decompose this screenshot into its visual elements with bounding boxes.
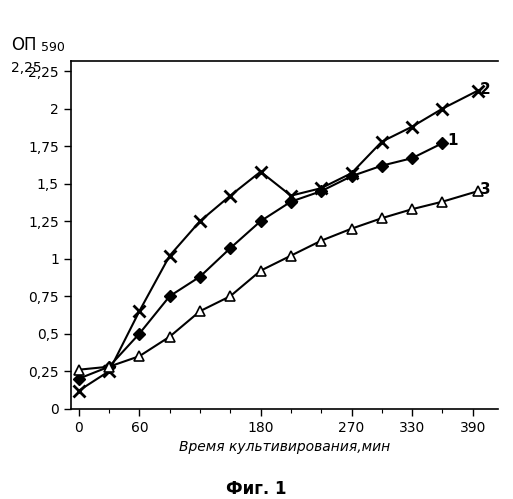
Text: 3: 3 — [480, 182, 490, 197]
Text: ОП: ОП — [11, 36, 36, 54]
Text: Фиг. 1: Фиг. 1 — [226, 480, 287, 498]
Text: 1: 1 — [447, 133, 458, 148]
X-axis label: Время культивирования,мин: Время культивирования,мин — [179, 440, 390, 454]
Text: 590: 590 — [41, 41, 65, 54]
Text: 2,25: 2,25 — [11, 61, 42, 75]
Text: 2: 2 — [480, 82, 490, 97]
